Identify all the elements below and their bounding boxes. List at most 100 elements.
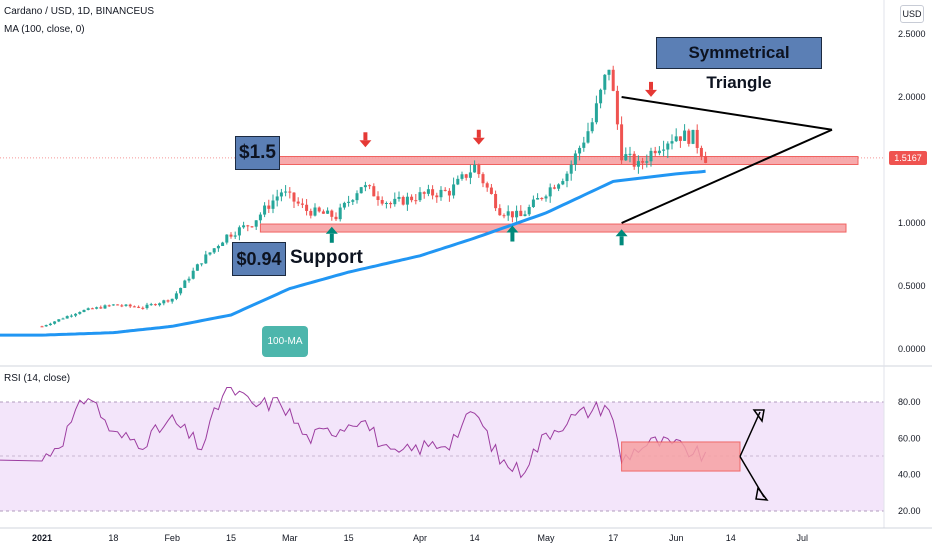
arrow-shaft — [510, 232, 515, 242]
candle-body — [225, 234, 229, 243]
candle-body — [657, 150, 661, 154]
candle-body — [494, 193, 498, 209]
candle-body — [662, 149, 666, 151]
candle-body — [405, 196, 409, 205]
support-text: Support — [290, 247, 363, 268]
candle-body — [599, 89, 603, 104]
candle-body — [460, 174, 464, 179]
candle-body — [212, 248, 216, 253]
candle-body — [531, 199, 535, 208]
candle-body — [120, 305, 124, 307]
candle-body — [103, 305, 107, 309]
candle-body — [435, 195, 439, 198]
rsi-legend[interactable]: RSI (14, close) — [4, 373, 71, 384]
candle-body — [233, 235, 237, 237]
candle-body — [90, 308, 94, 310]
candle-body — [330, 210, 334, 217]
candle-body — [468, 172, 472, 178]
candle-body — [305, 204, 309, 211]
candle-body — [561, 181, 565, 185]
rsi-line — [0, 387, 707, 479]
candle-body — [414, 200, 418, 202]
currency-button[interactable]: USD — [900, 5, 924, 23]
candle-body — [544, 196, 548, 199]
candle-body — [271, 200, 275, 209]
rsi-axis-tick: 60.00 — [898, 433, 921, 443]
candle-body — [687, 130, 691, 144]
ma-line — [0, 169, 706, 337]
candle-body — [683, 130, 687, 141]
date-axis-tick: Mar — [282, 533, 298, 543]
candle-body — [519, 210, 523, 217]
candle-body — [666, 143, 670, 150]
candle-body — [351, 200, 355, 202]
candle-body — [439, 189, 443, 198]
candle-body — [699, 147, 703, 157]
candle-body — [502, 215, 506, 217]
candle-body — [586, 131, 590, 143]
candle-body — [674, 136, 678, 142]
candle-body — [582, 142, 586, 148]
candle-body — [69, 315, 73, 317]
candle-body — [204, 254, 208, 264]
arrow-shaft — [619, 236, 624, 246]
date-axis-tick: 14 — [726, 533, 736, 543]
candle-body — [540, 198, 544, 200]
support-value-label: $0.94 — [232, 242, 286, 276]
date-axis-tick: 18 — [108, 533, 118, 543]
ma-layer — [0, 169, 706, 337]
candle-body — [300, 203, 304, 205]
date-axis-tick: 15 — [344, 533, 354, 543]
ma-legend[interactable]: MA (100, close, 0) — [4, 24, 85, 35]
candle-body — [649, 150, 653, 162]
arrow-shaft — [649, 81, 653, 90]
candle-body — [254, 220, 258, 227]
candle-body — [704, 156, 708, 163]
candle-body — [506, 211, 510, 216]
candle-body — [174, 293, 178, 299]
triangle-upper-line — [621, 96, 833, 131]
candle-body — [569, 164, 573, 174]
candle-body — [410, 196, 414, 201]
date-axis-tick: 15 — [226, 533, 236, 543]
candle-body — [229, 234, 233, 237]
candle-body — [141, 307, 145, 309]
candle-body — [485, 183, 489, 188]
candle-body — [78, 312, 82, 314]
candle-body — [464, 174, 468, 178]
candle-body — [321, 211, 325, 214]
support-arrow-up-1 — [325, 226, 338, 243]
candle-body — [548, 187, 552, 197]
candle-body — [267, 205, 271, 209]
candle-body — [116, 304, 120, 306]
candle-body — [99, 307, 103, 309]
candle-body — [128, 304, 132, 307]
candle-body — [124, 304, 128, 306]
price-axis-tick: 2.5000 — [898, 29, 926, 39]
date-axis-tick: Apr — [413, 533, 427, 543]
axis-layer: 2.50002.00001.50001.00000.50000.000080.0… — [32, 29, 926, 543]
triangle-lower-line — [621, 128, 833, 224]
candle-body — [573, 153, 577, 165]
candle-body — [338, 207, 342, 220]
support-arrow-up-2 — [506, 225, 519, 242]
arrow-head — [645, 89, 657, 97]
candle-body — [179, 287, 183, 294]
candle-body — [603, 74, 607, 90]
candle-body — [380, 199, 384, 204]
candle-body — [288, 191, 292, 193]
date-axis-tick: 14 — [470, 533, 480, 543]
price-axis-tick: 0.5000 — [898, 281, 926, 291]
candle-body — [237, 227, 241, 236]
candle-body — [401, 196, 405, 205]
arrow-head — [615, 229, 628, 237]
candle-body — [355, 193, 359, 201]
candle-body — [326, 210, 330, 214]
candle-body — [368, 185, 372, 187]
candle-body — [447, 190, 451, 196]
arrow-shaft — [476, 129, 481, 138]
candle-body — [65, 316, 69, 319]
candle-body — [691, 129, 695, 144]
triangle-arrow-down — [645, 81, 657, 97]
